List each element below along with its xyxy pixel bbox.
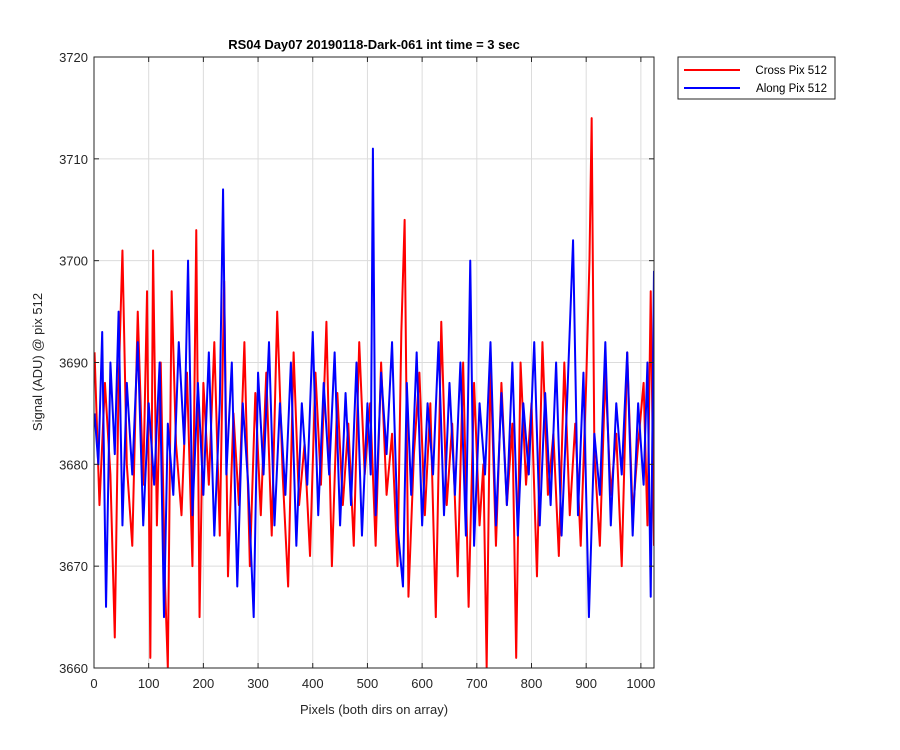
x-tick-label: 0 — [90, 676, 97, 691]
x-tick-label: 300 — [247, 676, 269, 691]
y-tick-label: 3690 — [59, 356, 88, 371]
x-tick-label: 400 — [302, 676, 324, 691]
series-layer — [94, 117, 654, 668]
y-tick-label: 3670 — [59, 559, 88, 574]
x-tick-label: 1000 — [626, 676, 655, 691]
x-tick-label: 800 — [521, 676, 543, 691]
x-tick-label: 200 — [193, 676, 215, 691]
legend[interactable]: Cross Pix 512 Along Pix 512 — [677, 56, 836, 100]
x-tick-label: 100 — [138, 676, 160, 691]
legend-label-cross: Cross Pix 512 — [755, 65, 827, 77]
x-tick-label: 700 — [466, 676, 488, 691]
y-tick-label: 3700 — [59, 254, 88, 269]
tick-labels: 0 100 200 300 400 500 600 700 800 900 1000 3660 3670… — [59, 50, 655, 691]
y-tick-label: 3660 — [59, 661, 88, 676]
x-tick-label: 500 — [357, 676, 379, 691]
y-tick-label: 3710 — [59, 152, 88, 167]
legend-box — [677, 56, 836, 100]
x-axis-label: Pixels (both dirs on array) — [300, 702, 448, 717]
legend-label-along: Along Pix 512 — [756, 83, 827, 95]
grid — [94, 57, 654, 668]
y-axis-label: Signal (ADU) @ pix 512 — [30, 293, 45, 431]
x-tick-label: 900 — [575, 676, 597, 691]
y-tick-label: 3720 — [59, 50, 88, 65]
x-tick-label: 600 — [411, 676, 433, 691]
ticks — [93, 56, 654, 669]
y-tick-label: 3680 — [59, 457, 88, 472]
chart-title: RS04 Day07 20190118-Dark-061 int time = … — [228, 37, 520, 52]
series-line-along-pix-512 — [94, 147, 654, 619]
